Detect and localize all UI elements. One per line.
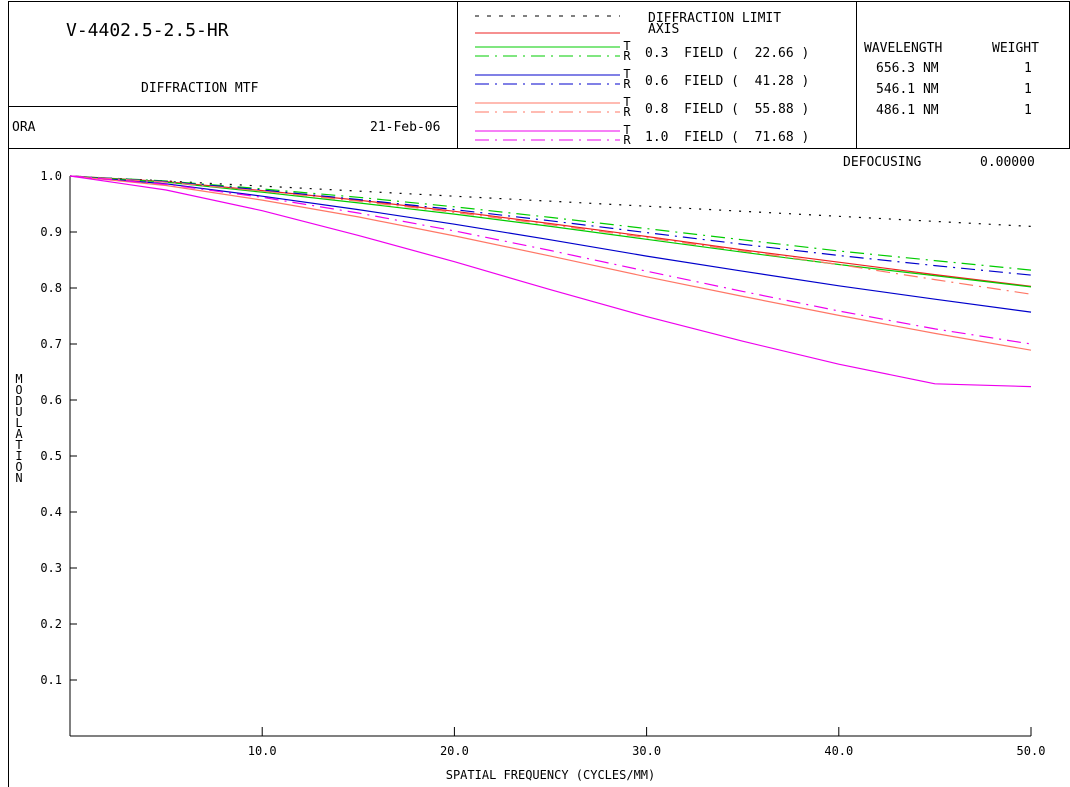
weight-row-3: 1 (1024, 103, 1032, 118)
y-axis-title-letter: T (15, 438, 22, 452)
series-line-6 (69, 175, 1032, 276)
y-axis-title-letter: L (15, 416, 22, 430)
x-tick-label: 10.0 (248, 744, 277, 758)
date-label: 21-Feb-06 (370, 120, 441, 135)
x-tick-label: 30.0 (632, 744, 661, 758)
legend-t-mark: T (623, 39, 630, 53)
y-tick-label: 0.4 (40, 505, 62, 519)
x-tick-label: 40.0 (824, 744, 853, 758)
program-label: ORA (12, 120, 36, 135)
y-axis-title-letter: O (15, 460, 22, 474)
series-line-1 (69, 175, 1032, 227)
series-line-5 (69, 175, 1032, 313)
y-axis-title-letter: N (15, 471, 22, 485)
plot-title: DIFFRACTION MTF (141, 81, 259, 96)
x-axis-title: SPATIAL FREQUENCY (CYCLES/MM) (446, 768, 656, 782)
wavelength-header: WAVELENGTH (864, 41, 943, 56)
legend-r-mark: R (623, 105, 631, 119)
series-line-10 (69, 175, 1032, 345)
defocusing-value: 0.00000 (980, 155, 1035, 170)
legend-diffraction-limit: DIFFRACTION LIMIT (648, 11, 782, 26)
y-tick-label: 0.1 (40, 673, 62, 687)
y-axis-title-letter: D (15, 394, 22, 408)
frame-header-divider (8, 106, 457, 107)
lens-name: V-4402.5-2.5-HR (66, 20, 229, 41)
frame-divider-1 (457, 1, 458, 148)
series-line-9 (69, 175, 1032, 388)
legend-axis: AXIS (648, 22, 680, 37)
y-tick-label: 0.6 (40, 393, 62, 407)
y-tick-label: 0.2 (40, 617, 62, 631)
weight-row-1: 1 (1024, 61, 1032, 76)
y-tick-label: 0.9 (40, 225, 62, 239)
legend-field-2: 0.6 FIELD ( 41.28 ) (645, 74, 810, 89)
series-line-8 (69, 175, 1032, 295)
defocusing-label: DEFOCUSING (843, 155, 922, 170)
frame-top (8, 1, 1070, 2)
wavelength-row-3: 486.1 NM (876, 103, 939, 118)
y-tick-label: 0.3 (40, 561, 62, 575)
y-tick-label: 0.8 (40, 281, 62, 295)
y-axis-title-letter: A (15, 427, 23, 441)
legend-t-mark: T (623, 95, 630, 109)
series-line-3 (69, 175, 1032, 288)
legend-r-mark: R (623, 49, 631, 63)
legend-field-1: 0.3 FIELD ( 22.66 ) (645, 46, 810, 61)
y-tick-label: 1.0 (40, 169, 62, 183)
y-axis-title-letter: O (15, 383, 22, 397)
y-tick-label: 0.5 (40, 449, 62, 463)
x-tick-label: 20.0 (440, 744, 469, 758)
x-tick-label: 50.0 (1017, 744, 1046, 758)
y-axis-title-letter: M (15, 372, 22, 386)
y-axis-title-letter: I (15, 449, 22, 463)
wavelength-row-1: 656.3 NM (876, 61, 939, 76)
wavelength-row-2: 546.1 NM (876, 82, 939, 97)
legend-r-mark: R (623, 133, 631, 147)
weight-header: WEIGHT (992, 41, 1039, 56)
frame-left (8, 1, 9, 787)
series-line-4 (69, 175, 1032, 271)
legend-field-4: 1.0 FIELD ( 71.68 ) (645, 130, 810, 145)
frame-header-bottom (8, 148, 1070, 149)
legend-r-mark: R (623, 77, 631, 91)
y-tick-label: 0.7 (40, 337, 62, 351)
legend-t-mark: T (623, 123, 630, 137)
y-axis-title-letter: U (15, 405, 22, 419)
legend-t-mark: T (623, 67, 630, 81)
legend-field-3: 0.8 FIELD ( 55.88 ) (645, 102, 810, 117)
frame-divider-2 (856, 1, 857, 148)
weight-row-2: 1 (1024, 82, 1032, 97)
series-line-7 (69, 175, 1032, 351)
